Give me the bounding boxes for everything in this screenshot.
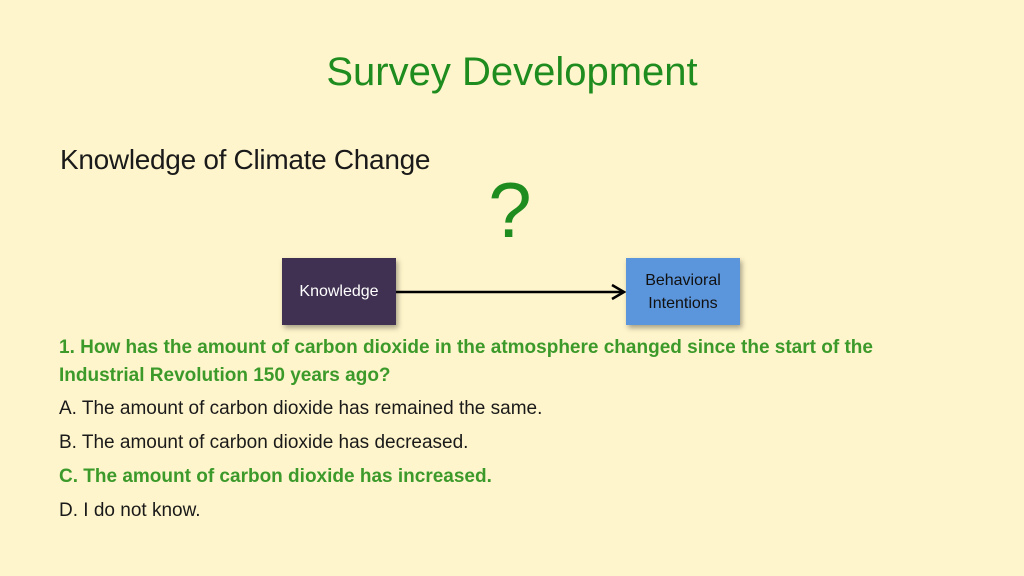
slide-subtitle: Knowledge of Climate Change <box>60 144 431 175</box>
question-text: 1. How has the amount of carbon dioxide … <box>59 337 873 386</box>
option-c-correct: C. The amount of carbon dioxide has incr… <box>59 466 492 487</box>
behavioral-box-label-line1: Behavioral <box>645 271 721 289</box>
slide-title: Survey Development <box>326 50 698 94</box>
survey-question-block: 1. How has the amount of carbon dioxide … <box>59 334 959 528</box>
right-arrow-icon <box>396 283 627 301</box>
question-mark-symbol: ? <box>488 166 532 254</box>
option-a: A. The amount of carbon dioxide has rema… <box>59 398 543 419</box>
knowledge-box-label: Knowledge <box>299 283 379 300</box>
option-d: D. I do not know. <box>59 500 201 521</box>
knowledge-box: Knowledge <box>282 258 396 325</box>
behavioral-intentions-box: Behavioral Intentions <box>626 258 740 325</box>
behavioral-box-label-line2: Intentions <box>648 294 718 312</box>
option-b: B. The amount of carbon dioxide has decr… <box>59 432 469 453</box>
